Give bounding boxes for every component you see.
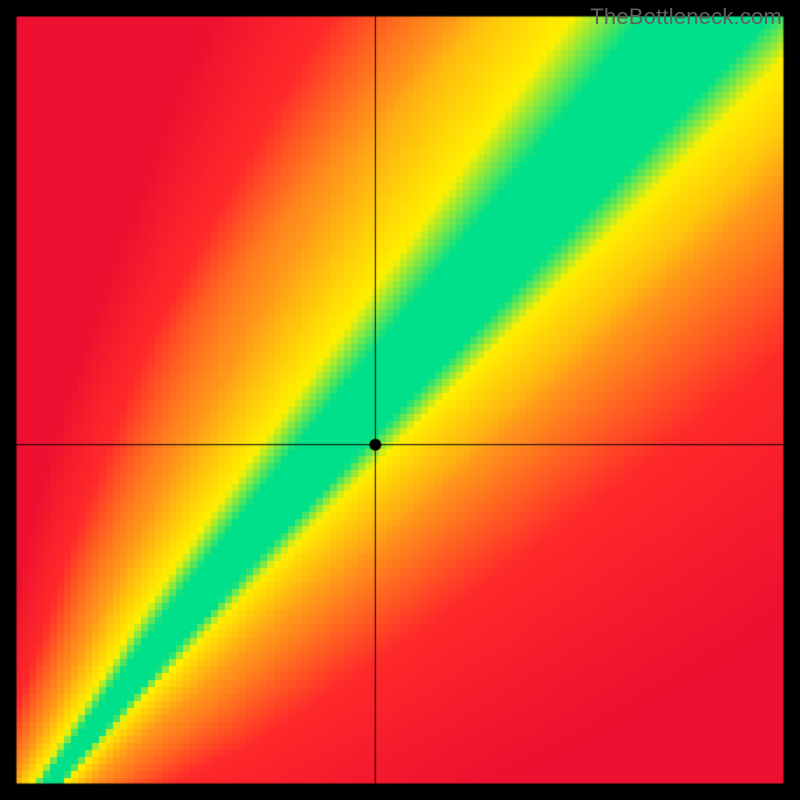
- bottleneck-heatmap-container: TheBottleneck.com: [0, 0, 800, 800]
- heatmap-canvas: [0, 0, 800, 800]
- watermark-text: TheBottleneck.com: [590, 4, 782, 30]
